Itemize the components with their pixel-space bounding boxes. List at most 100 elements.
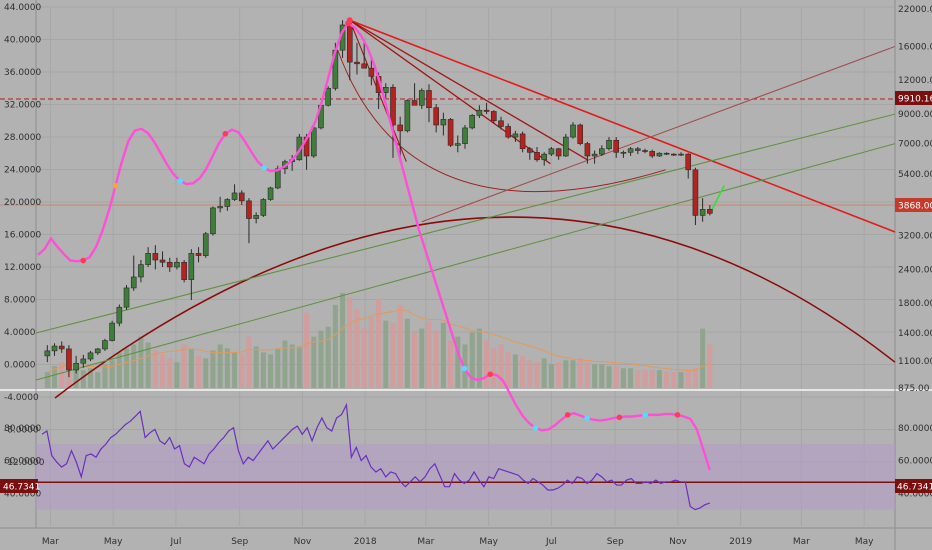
volume-bar xyxy=(707,344,713,388)
volume-bar xyxy=(181,344,187,388)
volume-bar xyxy=(606,366,612,388)
rsi-polyline xyxy=(41,402,711,511)
candle-body xyxy=(152,253,159,261)
right-axis-tick: 1400.00 xyxy=(898,329,932,339)
axes: 44.0000 40.0000 36.0000 32.0000 28.0000 24.00… xyxy=(4,3,932,547)
candle-body xyxy=(469,115,475,129)
left-axis-tick: -12.0000 xyxy=(4,458,45,468)
candle-body xyxy=(145,253,151,265)
candle-body xyxy=(483,109,490,112)
candle-body xyxy=(519,133,526,150)
volume-bar xyxy=(289,344,295,388)
candle-body xyxy=(548,148,555,155)
volume-bar xyxy=(253,346,259,388)
volume-bar xyxy=(232,352,238,388)
volume-bar xyxy=(376,298,382,388)
oscillator-marker xyxy=(674,412,681,418)
candle-body xyxy=(217,206,223,209)
channel-line-lower xyxy=(35,143,896,381)
candle-body xyxy=(159,259,166,263)
right-axis-tick: 3200.00 xyxy=(898,232,932,242)
candle-body xyxy=(123,287,130,308)
candle-body xyxy=(411,100,418,106)
x-axis-tick: Mar xyxy=(42,537,59,547)
volume-bar xyxy=(520,356,526,388)
candle-body xyxy=(541,153,547,161)
x-axis-tick: Nov xyxy=(294,537,312,547)
candle-body xyxy=(534,152,540,161)
volume-bar xyxy=(448,340,454,388)
left-axis-tick: -8.0000 xyxy=(4,426,39,436)
peak-marker xyxy=(346,17,353,24)
volume-bar xyxy=(167,358,173,388)
candle-body xyxy=(238,192,245,202)
volume-bar xyxy=(73,368,79,388)
right-axis-tick: 7000.00 xyxy=(898,140,932,150)
volume-bar xyxy=(404,318,410,388)
volume-bar xyxy=(174,362,180,388)
candle-body xyxy=(354,61,360,65)
x-axis-tick: 2018 xyxy=(354,537,377,547)
x-axis-tick: Nov xyxy=(669,537,687,547)
volume-bar xyxy=(210,350,216,388)
volume-bar xyxy=(152,350,158,388)
volume-bar xyxy=(311,336,317,388)
candle-body xyxy=(181,261,187,280)
candle-body xyxy=(678,153,684,156)
x-axis-tick: May xyxy=(855,537,874,547)
candle-body xyxy=(202,233,209,256)
volume-bar xyxy=(577,358,583,388)
volume-bar xyxy=(224,348,230,388)
candle-body xyxy=(635,148,641,151)
candle-body xyxy=(447,119,454,146)
rsi-left-tick: 60.0000 xyxy=(4,457,41,467)
volume-bar xyxy=(296,346,302,388)
volume-bar xyxy=(390,322,396,388)
right-axis-tick: 9000.00 xyxy=(898,110,932,120)
volume-bar xyxy=(145,342,151,388)
candle-body xyxy=(210,207,216,235)
main-downtrend-line xyxy=(349,19,896,233)
oscillator-marker xyxy=(112,182,119,189)
volume-bar xyxy=(700,328,706,388)
volume-bar xyxy=(592,364,598,388)
candle-body xyxy=(138,264,144,278)
candle-body xyxy=(346,24,353,63)
volume-bar xyxy=(476,328,482,388)
left-axis-tick: 0.0000 xyxy=(4,361,36,371)
volume-average-line xyxy=(47,309,710,373)
left-axis-tick: -4.0000 xyxy=(4,393,39,403)
candle-body xyxy=(44,350,51,357)
candle-body xyxy=(224,199,231,207)
left-axis-tick: 32.0000 xyxy=(4,101,41,111)
right-axis-tick: 5400.00 xyxy=(898,170,932,180)
volume-bar xyxy=(642,370,648,388)
candle-body xyxy=(231,192,238,200)
volume-bar xyxy=(556,362,562,388)
candle-body xyxy=(649,151,656,157)
candle-body xyxy=(102,340,108,350)
candle-body xyxy=(440,119,447,126)
candle-body xyxy=(620,152,627,154)
volume-bar xyxy=(188,348,194,388)
candle-body xyxy=(426,90,432,109)
volume-bar xyxy=(124,348,130,388)
right-axis-tick: 12000.00 xyxy=(898,76,932,86)
x-axis-tick: Mar xyxy=(793,537,810,547)
candle-body xyxy=(685,153,692,171)
volume-bar xyxy=(217,344,223,388)
volume-bar xyxy=(541,358,547,388)
x-axis-tick: May xyxy=(479,537,498,547)
x-axis-tick: Mar xyxy=(417,537,434,547)
volume-bar xyxy=(455,336,461,388)
rsi-level-tag-left-bg xyxy=(0,479,38,493)
candle-body xyxy=(599,148,605,155)
dashed-level-tag-bg xyxy=(895,91,932,105)
volume-bar xyxy=(563,360,569,388)
channel-line-upper xyxy=(35,113,896,334)
volume-bar xyxy=(95,372,101,388)
volume-bar xyxy=(282,340,288,388)
